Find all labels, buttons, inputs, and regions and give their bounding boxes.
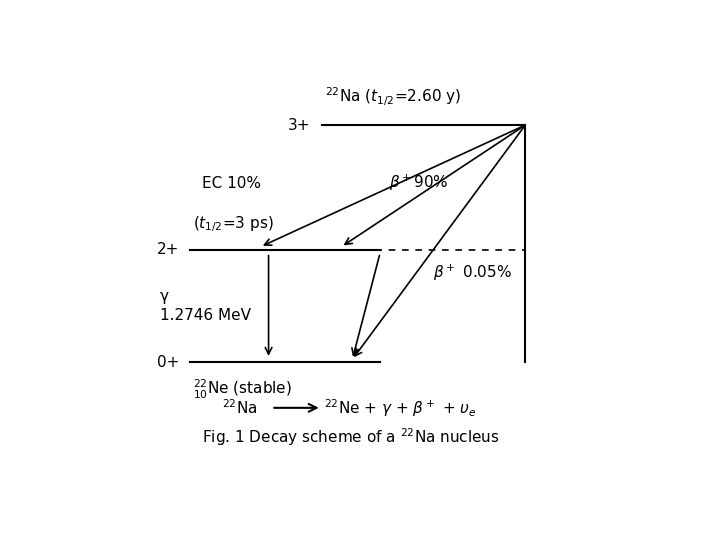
Text: 3+: 3+ bbox=[288, 118, 310, 133]
Text: ($t_{1/2}$=3 ps): ($t_{1/2}$=3 ps) bbox=[193, 214, 274, 234]
Text: Fig. 1 Decay scheme of a $^{22}$Na nucleus: Fig. 1 Decay scheme of a $^{22}$Na nucle… bbox=[202, 426, 500, 448]
Text: $\beta^+$ 0.05%: $\beta^+$ 0.05% bbox=[433, 262, 512, 283]
Text: $^{22}$Ne + $\gamma$ + $\beta^+$ + $\upsilon_e$: $^{22}$Ne + $\gamma$ + $\beta^+$ + $\ups… bbox=[324, 397, 477, 418]
Text: $^{22}$Na ($t_{1/2}$=2.60 y): $^{22}$Na ($t_{1/2}$=2.60 y) bbox=[325, 86, 462, 109]
Text: γ
1.2746 MeV: γ 1.2746 MeV bbox=[160, 288, 251, 323]
Text: $^{22}$Na: $^{22}$Na bbox=[222, 399, 258, 417]
Text: EC 10%: EC 10% bbox=[202, 176, 261, 191]
Text: 2+: 2+ bbox=[157, 242, 179, 258]
Text: $\beta^+$90%: $\beta^+$90% bbox=[389, 173, 448, 193]
Text: 0+: 0+ bbox=[157, 355, 179, 369]
Text: $^{22}_{10}$Ne (stable): $^{22}_{10}$Ne (stable) bbox=[193, 377, 292, 401]
